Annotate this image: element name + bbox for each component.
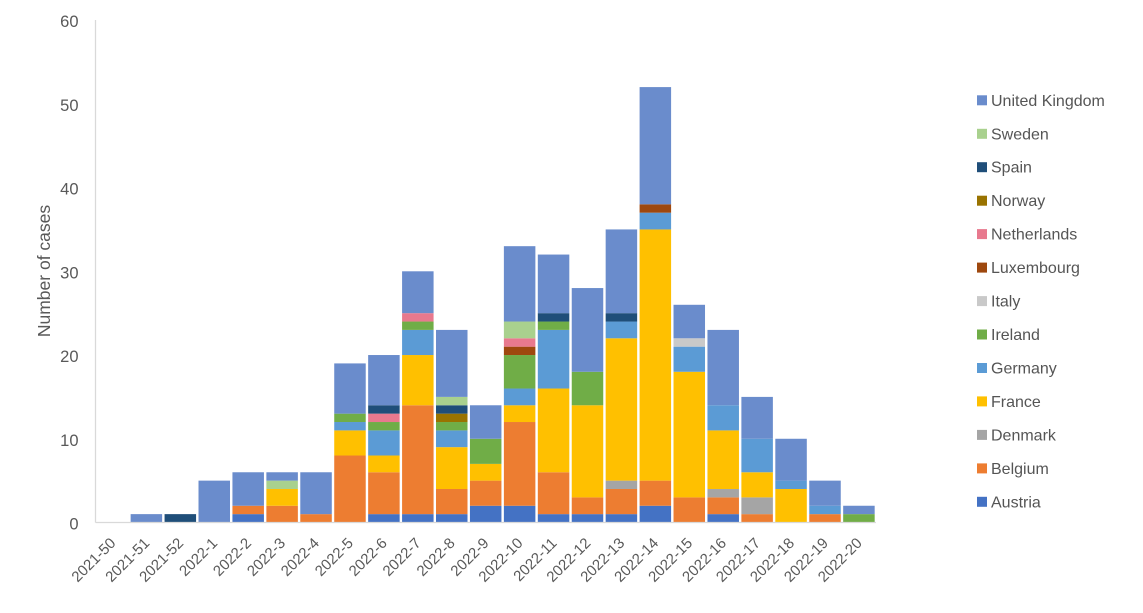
svg-text:60: 60 <box>60 13 78 31</box>
svg-text:0: 0 <box>69 516 78 534</box>
svg-text:Sweden: Sweden <box>991 126 1049 143</box>
svg-text:Norway: Norway <box>991 193 1045 210</box>
svg-text:Austria: Austria <box>991 494 1041 511</box>
svg-text:Luxembourg: Luxembourg <box>991 260 1080 277</box>
svg-text:Italy: Italy <box>991 294 1020 311</box>
svg-text:Belgium: Belgium <box>991 461 1049 478</box>
svg-text:30: 30 <box>60 264 78 282</box>
svg-text:50: 50 <box>60 97 78 115</box>
svg-text:10: 10 <box>60 432 78 450</box>
svg-text:Ireland: Ireland <box>991 327 1040 344</box>
svg-text:France: France <box>991 394 1041 411</box>
svg-text:20: 20 <box>60 348 78 366</box>
svg-text:United Kingdom: United Kingdom <box>991 93 1105 110</box>
svg-text:Netherlands: Netherlands <box>991 227 1077 244</box>
svg-text:Spain: Spain <box>991 160 1032 177</box>
svg-text:Denmark: Denmark <box>991 427 1057 444</box>
svg-text:Number of cases: Number of cases <box>34 205 54 338</box>
svg-text:40: 40 <box>60 181 78 199</box>
svg-text:Germany: Germany <box>991 361 1057 378</box>
